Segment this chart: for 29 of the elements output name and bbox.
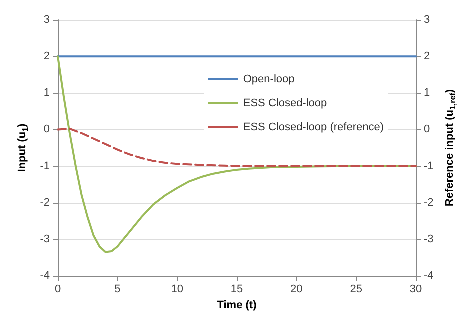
x-tick-label: 0 (54, 284, 62, 296)
y2-tick-label: 2 (424, 50, 430, 63)
x-tick-label: 15 (230, 284, 244, 296)
y2-tick-label: 0 (424, 124, 430, 136)
y-axis-title: Input (u1) (16, 123, 30, 172)
legend-label: Open-loop (243, 74, 295, 86)
x-tick-label: 25 (350, 284, 362, 296)
y-tick-label: 1 (44, 87, 50, 100)
y2-tick-label: -1 (424, 160, 434, 172)
y-tick-label: 2 (44, 50, 50, 63)
y2-axis-title: Reference input (u1,ref) (444, 89, 458, 207)
y-tick-label: -3 (40, 233, 50, 246)
y2-tick-label: 1 (424, 87, 430, 100)
x-tick-label: 5 (114, 284, 121, 296)
y2-tick-label: -3 (424, 233, 434, 246)
y-tick-label: 0 (44, 124, 50, 136)
y-tick-label: -1 (40, 160, 50, 172)
x-tick-label: 10 (171, 284, 184, 296)
x-tick-label: 20 (290, 284, 303, 296)
y2-tick-label: -2 (424, 196, 434, 209)
legend-label: ESS Closed-loop (reference) (243, 122, 384, 134)
y2-tick-label: 3 (424, 14, 430, 26)
x-tick-label: 30 (410, 284, 422, 296)
y2-tick-label: -4 (424, 270, 434, 282)
y-tick-label: -2 (40, 196, 50, 209)
legend-label: ESS Closed-loop (243, 98, 328, 110)
y-tick-label: 3 (44, 14, 50, 26)
x-axis-title: Time (t) (217, 299, 258, 312)
y-tick-label: -4 (40, 270, 50, 282)
